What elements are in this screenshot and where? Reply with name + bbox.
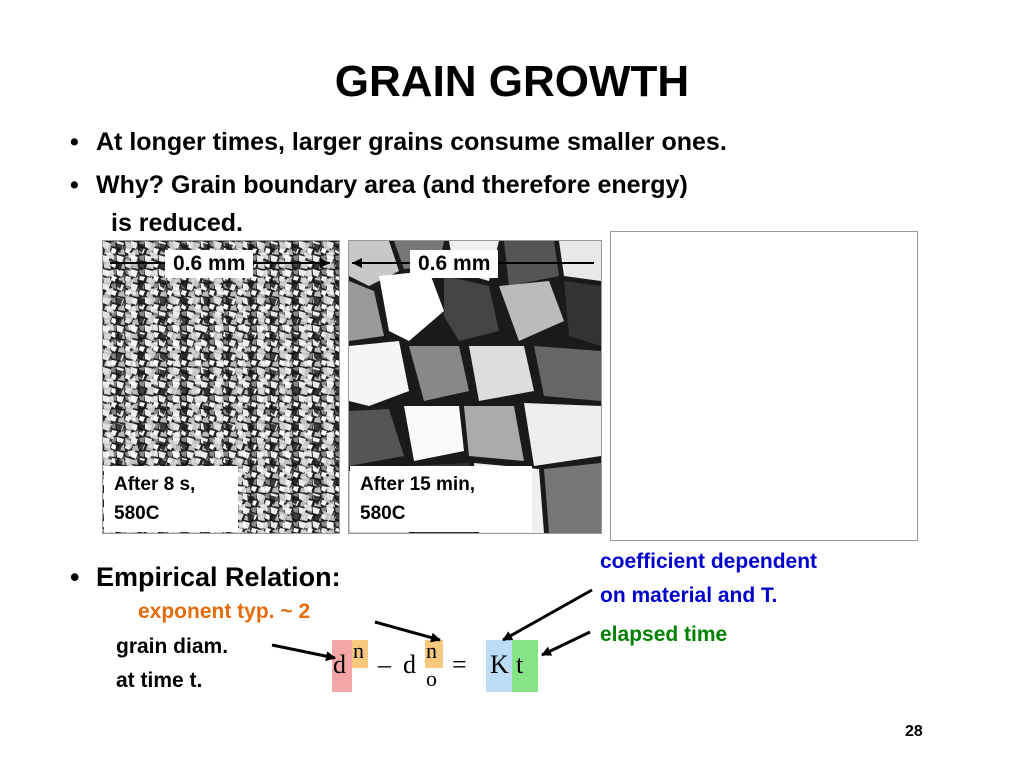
bullet-dot: • bbox=[70, 171, 79, 199]
bullet-1-text: At longer times, larger grains consume s… bbox=[96, 128, 727, 156]
caption-8s: After 8 s, 580C bbox=[104, 466, 238, 532]
eq-n: n bbox=[353, 638, 364, 663]
caption-8s-line2: 580C bbox=[114, 503, 160, 524]
slide-title: GRAIN GROWTH bbox=[334, 57, 690, 106]
arrow-elapsed bbox=[541, 630, 591, 657]
arrow-coefficient bbox=[502, 588, 593, 642]
eq-o: o bbox=[426, 666, 437, 691]
elapsed-time-note: elapsed time bbox=[600, 623, 728, 646]
eq-n2: n bbox=[426, 638, 437, 663]
grain-diam-note: grain diam. at time t. bbox=[116, 630, 228, 698]
grain-diam-line1: grain diam. bbox=[116, 635, 229, 658]
coefficient-line1: coefficient dependent bbox=[600, 550, 818, 573]
bullet-empirical: • Empirical Relation: bbox=[70, 562, 341, 592]
scale-label-2: 0.6 mm bbox=[410, 250, 499, 278]
caption-15min-line2: 580C bbox=[360, 503, 406, 524]
eq-K: K bbox=[490, 650, 509, 679]
bullet-dot: • bbox=[70, 128, 79, 156]
eq-equals: = bbox=[452, 650, 467, 679]
bullet-2-text: Why? Grain boundary area (and therefore … bbox=[96, 171, 688, 199]
page-number: 28 bbox=[905, 723, 923, 740]
bullet-dot: • bbox=[70, 562, 80, 592]
eq-d: d bbox=[333, 650, 346, 679]
caption-8s-line1: After 8 s, bbox=[114, 474, 196, 495]
exponent-note: exponent typ. ~ 2 bbox=[138, 600, 311, 623]
caption-15min-line1: After 15 min, bbox=[360, 474, 476, 495]
empirical-text: Empirical Relation: bbox=[96, 562, 341, 592]
blank-panel bbox=[610, 231, 918, 541]
bullet-2-continuation: is reduced. bbox=[111, 209, 243, 237]
eq-minus: – bbox=[378, 650, 391, 679]
coefficient-note: coefficient dependent on material and T. bbox=[600, 545, 817, 613]
highlight-d bbox=[332, 640, 352, 692]
coefficient-line2: on material and T. bbox=[600, 584, 778, 607]
highlight-t bbox=[512, 640, 538, 692]
bullet-2: • Why? Grain boundary area (and therefore… bbox=[70, 170, 688, 200]
caption-15min: After 15 min, 580C bbox=[350, 466, 532, 532]
scale-label-1: 0.6 mm bbox=[165, 250, 254, 278]
arrow-grain-diam bbox=[271, 643, 336, 662]
arrow-exponent bbox=[374, 620, 441, 643]
eq-d0: d bbox=[403, 650, 416, 679]
highlight-n bbox=[352, 640, 368, 668]
bullet-1: • At longer times, larger grains consume … bbox=[70, 127, 727, 157]
eq-t: t bbox=[516, 650, 524, 679]
grain-diam-line2: at time t. bbox=[116, 669, 203, 692]
highlight-K bbox=[486, 640, 512, 692]
highlight-n0 bbox=[425, 640, 443, 668]
